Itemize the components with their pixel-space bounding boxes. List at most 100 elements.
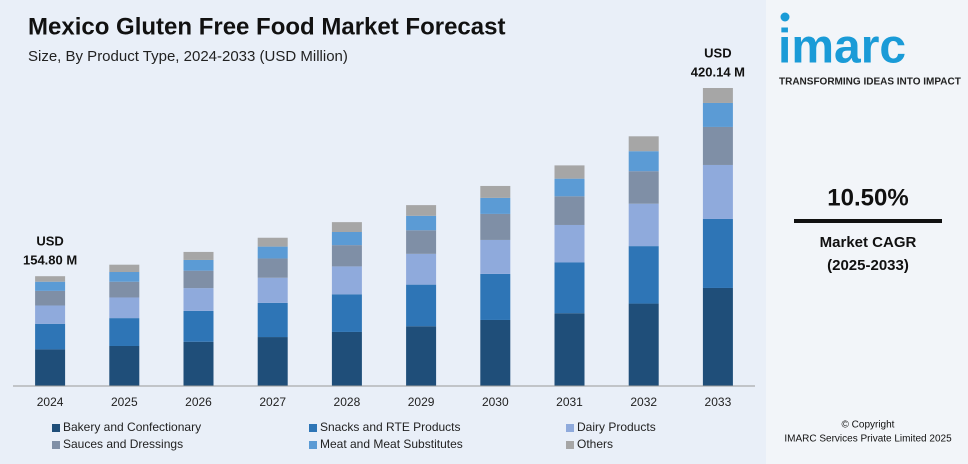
bar-segment bbox=[257, 237, 288, 247]
bar-segment bbox=[480, 273, 511, 320]
legend-label: Others bbox=[577, 437, 613, 451]
x-tick-label: 2028 bbox=[334, 395, 361, 409]
bar-segment bbox=[109, 297, 140, 319]
bar-segment bbox=[257, 337, 288, 386]
logo: imarc bbox=[778, 21, 906, 74]
legend-label: Sauces and Dressings bbox=[63, 437, 183, 451]
bar-segment bbox=[480, 213, 511, 240]
x-tick-label: 2029 bbox=[408, 395, 435, 409]
legend-label: Meat and Meat Substitutes bbox=[320, 437, 463, 451]
bar-segment bbox=[628, 136, 659, 152]
bar-segment bbox=[406, 230, 437, 254]
bar-segment bbox=[331, 266, 362, 295]
bar-segment bbox=[183, 310, 214, 342]
tagline: TRANSFORMING IDEAS INTO IMPACT bbox=[779, 77, 961, 88]
legend-swatch bbox=[52, 424, 60, 432]
chart-title: Mexico Gluten Free Food Market Forecast bbox=[28, 13, 505, 40]
bar-segment bbox=[554, 165, 585, 179]
bar-segment bbox=[406, 205, 437, 216]
bar-segment bbox=[554, 313, 585, 386]
bar-segment bbox=[331, 245, 362, 267]
total-label: 154.80 M bbox=[23, 253, 77, 268]
bar-segment bbox=[257, 246, 288, 259]
bar-segment bbox=[628, 203, 659, 247]
bar-segment bbox=[35, 281, 66, 291]
bar-segment bbox=[109, 264, 140, 273]
legend-swatch bbox=[566, 424, 574, 432]
bar-segment bbox=[702, 126, 733, 165]
bar-segment bbox=[480, 239, 511, 274]
legend-label: Bakery and Confectionary bbox=[63, 420, 201, 434]
bar-segment bbox=[554, 262, 585, 314]
bar-segment bbox=[35, 290, 66, 306]
copyright: © Copyright bbox=[842, 420, 895, 431]
bar-segment bbox=[35, 349, 66, 386]
bar-segment bbox=[331, 294, 362, 332]
bar-segment bbox=[702, 218, 733, 288]
bar-segment bbox=[628, 171, 659, 204]
bar-segment bbox=[183, 288, 214, 311]
cagr-label: Market CAGR bbox=[820, 234, 917, 251]
bar-segment bbox=[331, 222, 362, 232]
bar-segment bbox=[628, 151, 659, 172]
bar-segment bbox=[406, 215, 437, 231]
bar-segment bbox=[257, 277, 288, 303]
bar-segment bbox=[183, 341, 214, 386]
bar-segment bbox=[109, 272, 140, 282]
bar-segment bbox=[554, 196, 585, 225]
x-tick-label: 2031 bbox=[556, 395, 583, 409]
bar-segment bbox=[35, 323, 66, 350]
bar-segment bbox=[109, 318, 140, 346]
bar-segment bbox=[702, 102, 733, 127]
legend-swatch bbox=[309, 441, 317, 449]
bar-segment bbox=[406, 284, 437, 327]
total-label: USD bbox=[36, 234, 63, 249]
bar-segment bbox=[702, 88, 733, 103]
bar-segment bbox=[480, 319, 511, 386]
legend-label: Snacks and RTE Products bbox=[320, 420, 461, 434]
bar-segment bbox=[35, 305, 66, 324]
x-tick-label: 2027 bbox=[259, 395, 286, 409]
legend-swatch bbox=[309, 424, 317, 432]
total-label: 420.14 M bbox=[691, 64, 745, 79]
bar-segment bbox=[35, 276, 66, 282]
chart-subtitle: Size, By Product Type, 2024-2033 (USD Mi… bbox=[28, 48, 348, 65]
bar-segment bbox=[109, 345, 140, 386]
bar-segment bbox=[702, 164, 733, 219]
bar-segment bbox=[406, 326, 437, 386]
bar-segment bbox=[331, 331, 362, 386]
x-tick-label: 2024 bbox=[37, 395, 64, 409]
bar-segment bbox=[183, 270, 214, 289]
bar-segment bbox=[109, 281, 140, 298]
x-tick-label: 2030 bbox=[482, 395, 509, 409]
logo-dot bbox=[780, 12, 790, 22]
bar-segment bbox=[331, 231, 362, 246]
x-tick-label: 2033 bbox=[705, 395, 732, 409]
bar-segment bbox=[406, 253, 437, 285]
total-label: USD bbox=[704, 45, 731, 60]
bar-segment bbox=[628, 303, 659, 386]
bar-segment bbox=[554, 224, 585, 263]
bar-segment bbox=[480, 197, 511, 214]
bar-segment bbox=[257, 302, 288, 338]
bar-segment bbox=[257, 258, 288, 278]
legend-label: Dairy Products bbox=[577, 420, 656, 434]
cagr-value: 10.50% bbox=[827, 184, 908, 211]
cagr-rule bbox=[794, 219, 942, 223]
x-tick-label: 2032 bbox=[630, 395, 657, 409]
legend-swatch bbox=[52, 441, 60, 449]
cagr-period: (2025-2033) bbox=[827, 257, 909, 274]
x-tick-label: 2026 bbox=[185, 395, 212, 409]
bar-segment bbox=[183, 259, 214, 271]
legend-swatch bbox=[566, 441, 574, 449]
bar-segment bbox=[628, 246, 659, 304]
bar-segment bbox=[554, 178, 585, 197]
bar-segment bbox=[183, 251, 214, 260]
sidebar-background bbox=[766, 0, 968, 464]
bar-segment bbox=[702, 287, 733, 386]
bar-segment bbox=[480, 185, 511, 198]
x-tick-label: 2025 bbox=[111, 395, 138, 409]
company: IMARC Services Private Limited 2025 bbox=[784, 434, 952, 445]
